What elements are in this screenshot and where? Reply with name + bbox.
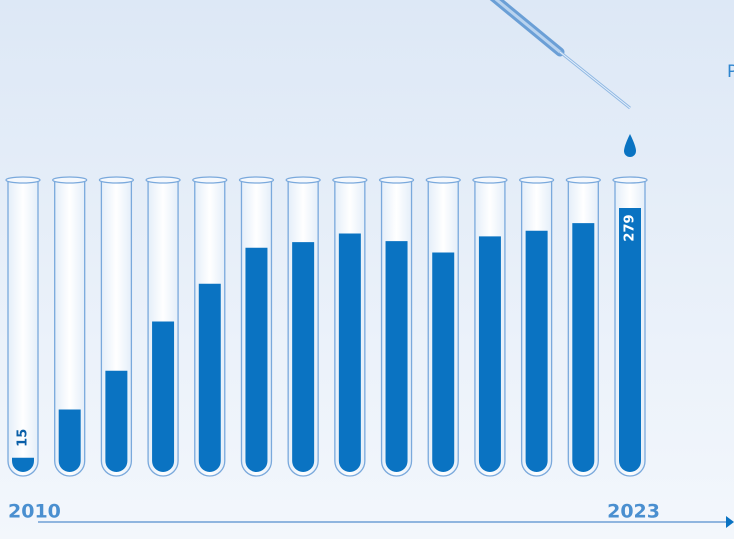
value-label: 15: [16, 429, 31, 447]
tube-rim: [612, 176, 648, 184]
tube-fill: [338, 233, 361, 472]
tube-fill: [619, 208, 641, 472]
annotation: P: [727, 62, 734, 82]
tube-fill: [198, 283, 221, 472]
tube-rim: [332, 176, 368, 184]
tube-fill: [245, 247, 268, 472]
tube-rim: [378, 176, 415, 184]
tube-rim: [98, 176, 135, 184]
tube-fill: [12, 457, 34, 472]
tube-fill: [385, 241, 408, 472]
tube-fill: [105, 370, 128, 472]
x-tick-label: 2010: [8, 501, 61, 523]
tube-fill: [478, 236, 501, 472]
tube-rim: [52, 176, 88, 184]
x-tick-label: 2023: [607, 501, 660, 523]
tube-fill: [292, 242, 315, 472]
tube-rim: [518, 176, 555, 184]
tube-rim: [472, 176, 508, 184]
value-label: 279: [623, 214, 638, 241]
tube-rim: [285, 176, 321, 184]
tube-rim: [565, 176, 601, 184]
tube-rim: [425, 176, 461, 184]
pipette: [489, 0, 631, 110]
tube-fill: [572, 223, 595, 472]
test-tube: [7, 180, 39, 477]
tube-fill: [58, 409, 81, 472]
tube-rim: [145, 176, 181, 184]
tube-rim: [5, 176, 41, 184]
tube-fill: [432, 252, 455, 472]
axis-arrow: [726, 516, 734, 528]
tube-rim: [192, 176, 228, 184]
drop: [624, 134, 636, 157]
tube-rim: [238, 176, 275, 184]
test-tube: [54, 180, 86, 477]
tube-fill: [525, 230, 548, 472]
tube-fill: [152, 321, 175, 472]
